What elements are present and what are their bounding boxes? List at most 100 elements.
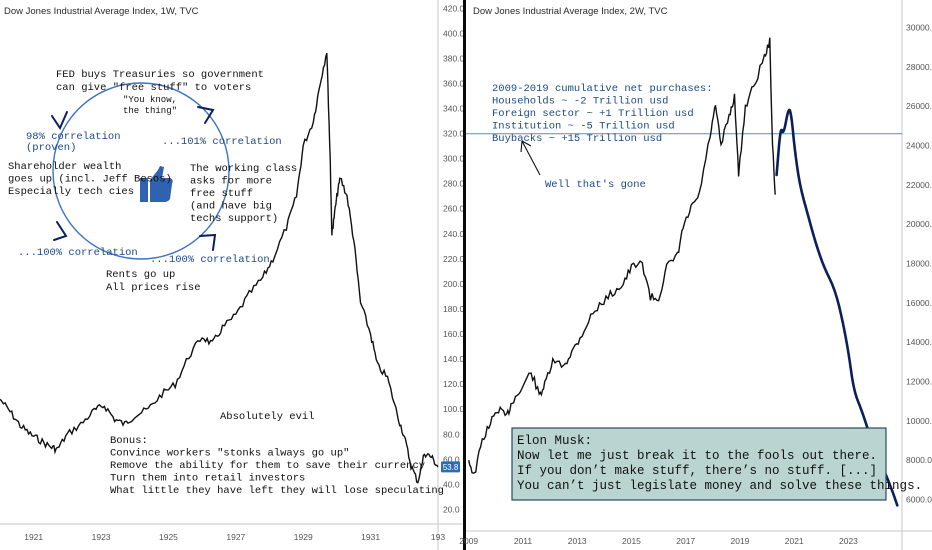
- annotation-line: What little they have left they will los…: [110, 485, 444, 497]
- annotation-line: Well that's gone: [545, 179, 646, 191]
- left-chart-title: Dow Jones Industrial Average Index, 1W, …: [4, 6, 199, 17]
- annotation-line: goes up (incl. Jeff Besos): [8, 174, 172, 186]
- musk-quote-box: Elon Musk: Now let me just break it to th…: [511, 427, 922, 501]
- purchases-annotation: 2009-2019 cumulative net purchases: House…: [492, 83, 713, 145]
- x-tick-label: 193: [431, 532, 445, 542]
- arrow-left-icon: [53, 221, 68, 241]
- well-thats-gone-annotation: Well that's gone: [545, 179, 646, 191]
- y-tick-label: 240.0: [443, 229, 465, 239]
- correlation-100-left-annotation: ...100% correlation: [18, 247, 138, 259]
- arrow-right-icon: [199, 233, 217, 251]
- right-chart-title: Dow Jones Industrial Average Index, 2W, …: [473, 6, 668, 17]
- x-tick-label: 2015: [622, 536, 641, 546]
- y-tick-label: 8000.0: [906, 455, 932, 465]
- y-tick-label: 30000.0: [906, 23, 932, 33]
- annotation-line: the thing": [123, 106, 177, 116]
- y-tick-label: 10000.0: [906, 416, 932, 426]
- y-tick-label: 280.0: [443, 179, 465, 189]
- y-tick-label: 340.0: [443, 104, 465, 114]
- y-tick-label: 6000.0: [906, 495, 932, 505]
- correlation-101-annotation: ...101% correlation: [162, 136, 282, 148]
- right-pane: Dow Jones Industrial Average Index, 2W, …: [459, 0, 932, 550]
- x-tick-label: 2021: [785, 536, 804, 546]
- annotation-line: Bonus:: [110, 435, 148, 447]
- pane-divider[interactable]: [463, 0, 466, 550]
- x-tick-label: 1929: [294, 532, 313, 542]
- x-tick-label: 2023: [839, 536, 858, 546]
- annotation-line: Now let me just break it to the fools ou…: [517, 449, 877, 463]
- x-tick-label: 1931: [361, 532, 380, 542]
- x-tick-label: 2017: [676, 536, 695, 546]
- annotation-line: Remove the ability for them to save thei…: [110, 460, 425, 472]
- y-tick-label: 120.0: [443, 379, 465, 389]
- rents-annotation: Rents go up All prices rise: [106, 269, 201, 294]
- x-tick-label: 1925: [159, 532, 178, 542]
- left-y-ticks: 20.0 40.0 60.0 80.0 100.0 120.0 140.0 160.0 180.…: [443, 3, 465, 514]
- y-tick-label: 16000.0: [906, 298, 932, 308]
- y-tick-label: 20000.0: [906, 219, 932, 229]
- annotation-line: (and have big: [190, 201, 272, 213]
- y-tick-label: 22000.0: [906, 180, 932, 190]
- y-tick-label: 26000.0: [906, 101, 932, 111]
- y-tick-label: 18000.0: [906, 259, 932, 269]
- annotation-line: You can’t just legislate money and solve…: [517, 479, 922, 493]
- left-pane: Dow Jones Industrial Average Index, 1W, …: [0, 0, 465, 550]
- x-tick-label: 1921: [24, 532, 43, 542]
- you-know-annotation: "You know, the thing": [123, 95, 177, 116]
- right-y-ticks: 6000.0 8000.0 10000.0 12000.0 14000.0 16000.0…: [906, 23, 932, 505]
- y-tick-label: 260.0: [443, 204, 465, 214]
- annotation-line: Absolutely evil: [220, 411, 315, 423]
- y-tick-label: 28000.0: [906, 62, 932, 72]
- annotation-line: Rents go up: [106, 269, 175, 281]
- annotation-line: techs support): [190, 213, 278, 225]
- annotation-line: "You know,: [123, 95, 177, 105]
- musk-quote-text: Elon Musk: Now let me just break it to th…: [517, 434, 922, 493]
- thumbs-up-icon: [140, 166, 173, 202]
- x-tick-label: 2013: [568, 536, 587, 546]
- annotation-line: Turn them into retail investors: [110, 473, 305, 485]
- y-tick-label: 24000.0: [906, 141, 932, 151]
- y-tick-label: 140.0: [443, 354, 465, 364]
- last-value-badge-bg: [441, 461, 460, 473]
- x-tick-label: 1923: [92, 532, 111, 542]
- y-tick-label: 380.0: [443, 53, 465, 63]
- annotation-line: ...100% correlation: [18, 247, 138, 259]
- annotation-line: ...100% correlation: [150, 254, 270, 266]
- annotation-line: Elon Musk:: [517, 434, 592, 448]
- x-tick-label: 2019: [731, 536, 750, 546]
- annotation-line: If you don’t make stuff, there’s no stuf…: [517, 464, 877, 478]
- y-tick-label: 40.0: [443, 479, 460, 489]
- annotation-line: All prices rise: [106, 282, 201, 294]
- annotation-line: Institution ~ -5 Trillion usd: [492, 121, 675, 133]
- correlation-100-right-annotation: ...100% correlation: [150, 254, 270, 266]
- fed-annotation: FED buys Treasuries so government can giv…: [56, 69, 264, 94]
- y-tick-label: 180.0: [443, 304, 465, 314]
- y-tick-label: 360.0: [443, 78, 465, 88]
- bonus-annotation: Bonus: Convince workers "stonks always go…: [110, 435, 444, 497]
- arrow-top-left-icon: [51, 111, 68, 131]
- x-tick-label: 2009: [459, 536, 478, 546]
- annotation-line: asks for more: [190, 176, 272, 188]
- x-tick-label: 1927: [226, 532, 245, 542]
- y-tick-label: 14000.0: [906, 337, 932, 347]
- y-tick-label: 420.0: [443, 3, 465, 13]
- y-tick-label: 12000.0: [906, 377, 932, 387]
- annotation-line: Shareholder wealth: [8, 161, 121, 173]
- annotation-line: 2009-2019 cumulative net purchases:: [492, 83, 713, 95]
- arrow-to-level-icon: [520, 140, 541, 176]
- musk-quote-bg: [511, 427, 887, 501]
- left-price-line: [0, 53, 439, 484]
- annotation-line: Households ~ -2 Trillion usd: [492, 96, 668, 108]
- annotation-line: Convince workers "stonks always go up": [110, 448, 349, 460]
- annotation-line: The working class: [190, 163, 297, 175]
- last-value-label: 53.8: [443, 463, 459, 472]
- correlation-98-annotation: 98% correlation (proven): [26, 131, 121, 154]
- y-tick-label: 320.0: [443, 129, 465, 139]
- absolutely-evil-annotation: Absolutely evil: [220, 411, 315, 423]
- annotation-line: can give "free stuff" to voters: [56, 82, 251, 94]
- y-tick-label: 100.0: [443, 404, 465, 414]
- y-tick-label: 220.0: [443, 254, 465, 264]
- annotation-line: free stuff: [190, 188, 253, 200]
- cycle-circle: [52, 82, 230, 260]
